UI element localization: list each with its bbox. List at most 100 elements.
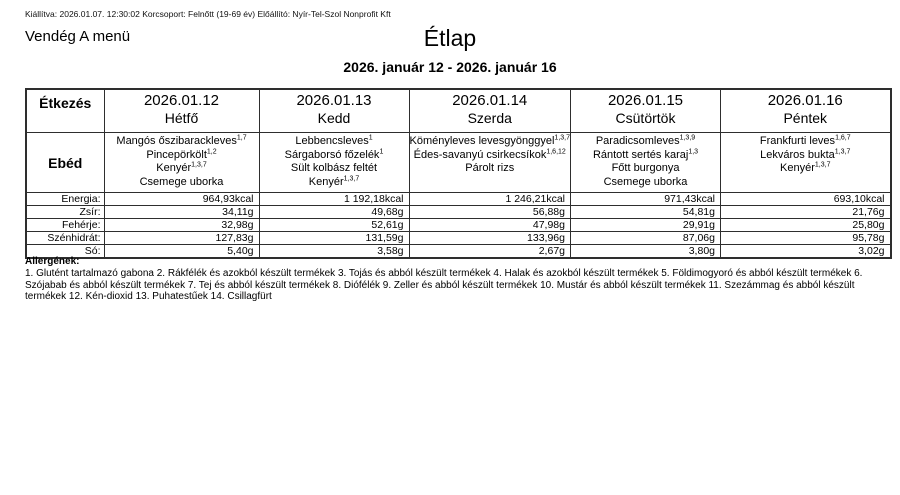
- meal-name: Párolt rizs: [465, 162, 515, 174]
- meal-column-header: Étkezés: [25, 88, 105, 133]
- meal-item: Köményleves levesgyönggyel1,3,7: [410, 134, 570, 149]
- meal-item: Lekváros bukta1,3,7: [722, 147, 890, 163]
- day-date: 2026.01.14: [452, 92, 528, 109]
- nutrition-value: 3,58g: [258, 244, 410, 259]
- allergen-codes: 1: [368, 134, 373, 142]
- day-date: 2026.01.12: [143, 92, 220, 109]
- allergen-codes: 1,3,7: [191, 161, 207, 169]
- meal-item: Sárgaborsó főzelék1: [260, 147, 408, 163]
- allergen-codes: 1,3,7: [554, 134, 570, 142]
- meal-item: Paradicsomleves1,3,9: [572, 134, 720, 149]
- allergen-codes: 1,2: [206, 147, 217, 155]
- nutrition-value: 52,61g: [258, 218, 410, 232]
- day-date: 2026.01.15: [607, 92, 684, 109]
- nutrition-value: 3,80g: [570, 244, 721, 259]
- meal-item: Pincepörkölt1,2: [105, 147, 258, 163]
- allergen-codes: 1,3,7: [814, 161, 831, 169]
- meal-name: Kenyér: [156, 162, 192, 174]
- meal-row-label: Ebéd: [25, 132, 105, 193]
- nutrition-value: 1 192,18kcal: [258, 192, 410, 206]
- nutrition-value: 127,83g: [103, 231, 260, 245]
- nutrition-value: 87,06g: [570, 231, 721, 245]
- nutrition-value: 95,78g: [720, 231, 891, 245]
- allergen-codes: 1,3,7: [834, 147, 851, 155]
- lunch-row: Ebéd Mangós őszibarackleves1,7 Pincepörk…: [25, 132, 891, 193]
- nutrition-row-protein: Fehérje: 32,98g 52,61g 47,98g 29,91g 25,…: [25, 218, 891, 232]
- nutrition-row-energy: Energia: 964,93kcal 1 192,18kcal 1 246,2…: [25, 192, 891, 206]
- meal-name: Csemege uborka: [139, 175, 224, 188]
- day-date: 2026.01.16: [767, 92, 843, 109]
- allergen-codes: 1: [379, 147, 384, 155]
- meal-item: Csemege uborka: [105, 175, 258, 190]
- allergen-codes: 1,7: [236, 134, 247, 142]
- nutrition-value: 21,76g: [720, 205, 891, 219]
- meal-item: Lebbencsleves1: [260, 134, 408, 149]
- day-header-thursday: 2026.01.15 Csütörtök: [570, 88, 721, 133]
- menu-table: Étkezés 2026.01.12 Hétfő 2026.01.13 Kedd…: [25, 88, 892, 259]
- meal-item: Csemege uborka: [572, 175, 720, 190]
- allergen-codes: 1,6,12: [546, 147, 566, 155]
- meal-item: Kenyér1,3,7: [722, 161, 890, 176]
- meal-item: Rántott sertés karaj1,3: [572, 147, 720, 163]
- nutrition-value: 133,96g: [408, 231, 571, 245]
- meal-name: Paradicsomleves: [595, 135, 680, 147]
- meal-name: Főtt burgonya: [611, 162, 680, 174]
- meal-item: Édes-savanyú csirkecsíkok1,6,12: [410, 147, 570, 163]
- meal-item: Kenyér1,3,7: [260, 174, 408, 190]
- meals-thursday: Paradicsomleves1,3,9 Rántott sertés kara…: [570, 132, 721, 193]
- day-header-tuesday: 2026.01.13 Kedd: [258, 88, 410, 133]
- allergen-codes: 1,3: [688, 147, 699, 155]
- page-title: Étlap: [423, 25, 477, 51]
- allergen-codes: 1,3,7: [343, 174, 360, 182]
- meal-name: Lekváros bukta: [760, 148, 835, 161]
- meal-name: Mangós őszibarackleves: [116, 135, 237, 147]
- allergens-section: Allergének: 1. Glutént tartalmazó gabona…: [25, 256, 880, 303]
- nutrition-value: 29,91g: [570, 218, 721, 232]
- nutrition-value: 47,98g: [408, 218, 571, 232]
- nutrition-value: 131,59g: [258, 231, 410, 245]
- meal-item: Sült kolbász feltét: [260, 162, 408, 176]
- nutrition-value: 964,93kcal: [103, 192, 260, 206]
- meal-name: Kenyér: [780, 162, 815, 174]
- day-name: Péntek: [783, 110, 828, 126]
- nutrition-row-carbs: Szénhidrát: 127,83g 131,59g 133,96g 87,0…: [25, 231, 891, 245]
- meal-item: Kenyér1,3,7: [105, 161, 258, 176]
- nutrition-value: 971,43kcal: [570, 192, 721, 206]
- nutrition-value: 32,98g: [103, 218, 260, 232]
- meal-name: Pincepörkölt: [146, 148, 207, 161]
- nutrition-value: 693,10kcal: [720, 192, 891, 206]
- nutrition-value: 49,68g: [258, 205, 410, 219]
- document-meta: Kiállítva: 2026.01.07. 12:30:02 Korcsopo…: [25, 9, 391, 19]
- allergens-list: 1. Glutént tartalmazó gabona 2. Rákfélék…: [25, 268, 863, 302]
- day-name: Csütörtök: [615, 110, 676, 126]
- day-header-wednesday: 2026.01.14 Szerda: [408, 88, 571, 133]
- allergen-codes: 1,3,9: [679, 134, 696, 142]
- day-header-friday: 2026.01.16 Péntek: [720, 88, 891, 133]
- meal-name: Édes-savanyú csirkecsíkok: [413, 148, 547, 161]
- meal-name: Sült kolbász feltét: [290, 162, 378, 174]
- nutrition-value: 56,88g: [408, 205, 571, 219]
- meals-wednesday: Köményleves levesgyönggyel1,3,7 Édes-sav…: [408, 132, 571, 193]
- date-range: 2026. január 12 - 2026. január 16: [343, 59, 557, 75]
- nutrition-row-fat: Zsír: 34,11g 49,68g 56,88g 54,81g 21,76g: [25, 205, 891, 219]
- meal-name: Sárgaborsó főzelék: [284, 148, 380, 161]
- nutrition-value: 25,80g: [720, 218, 891, 232]
- meal-item: Főtt burgonya: [572, 162, 720, 176]
- allergen-codes: 1,6,7: [835, 134, 851, 142]
- allergens-heading: Allergének:: [25, 256, 80, 267]
- meal-name: Csemege uborka: [603, 175, 688, 188]
- meal-name: Kenyér: [308, 175, 344, 188]
- day-name: Hétfő: [164, 110, 199, 126]
- nutrition-value: 1 246,21kcal: [408, 192, 571, 206]
- nutrition-label: Zsír:: [25, 205, 105, 219]
- day-name: Szerda: [467, 110, 512, 126]
- meal-name: Rántott sertés karaj: [592, 148, 689, 161]
- nutrition-label: Fehérje:: [25, 218, 105, 232]
- meal-item: Mangós őszibarackleves1,7: [105, 134, 258, 149]
- nutrition-label: Szénhidrát:: [25, 231, 105, 245]
- nutrition-value: 2,67g: [408, 244, 571, 259]
- meals-tuesday: Lebbencsleves1 Sárgaborsó főzelék1 Sült …: [258, 132, 410, 193]
- meal-item: Párolt rizs: [410, 162, 570, 176]
- day-header-monday: 2026.01.12 Hétfő: [103, 88, 260, 133]
